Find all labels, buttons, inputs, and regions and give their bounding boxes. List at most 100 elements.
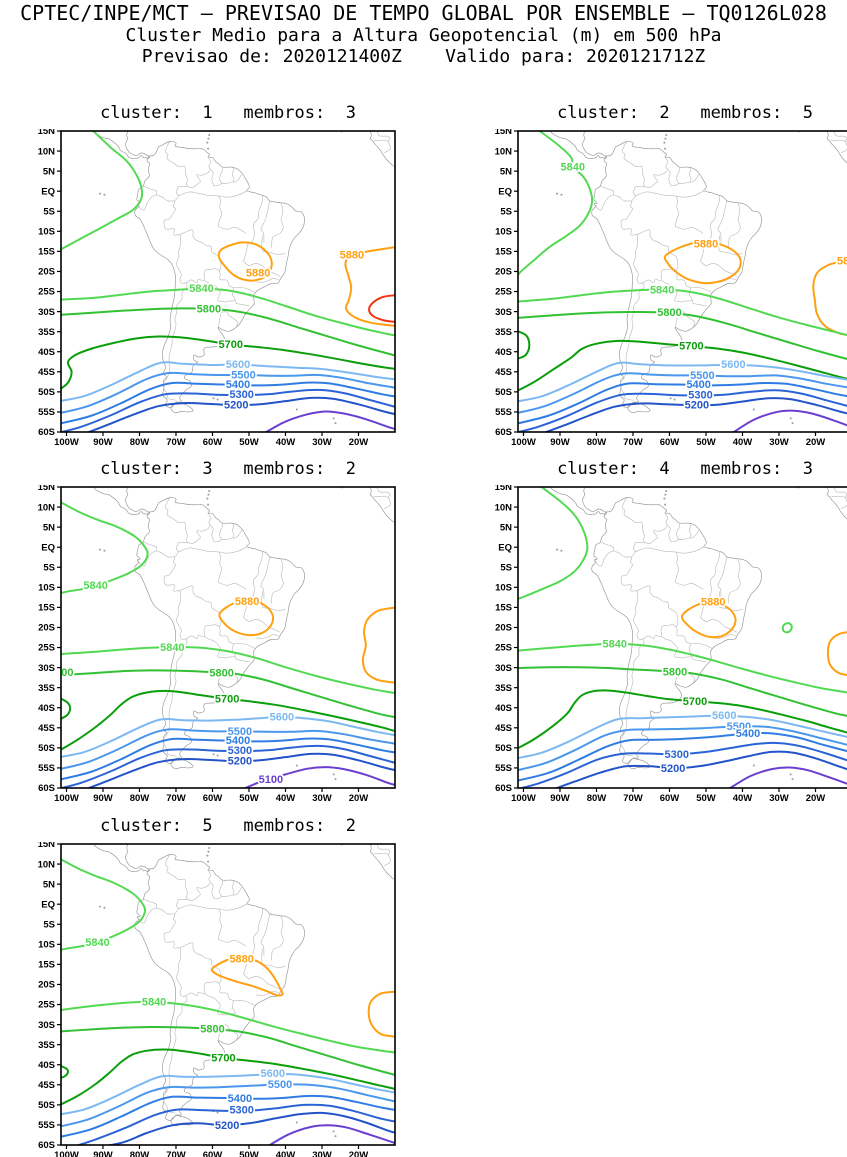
contour-5200 <box>105 1111 395 1145</box>
country-border <box>636 585 679 627</box>
contour-5600 <box>518 361 847 403</box>
lat-tick-label: 25S <box>38 287 55 298</box>
lat-tick-label: 15S <box>495 247 512 258</box>
contour-label: 5840 <box>189 283 213 295</box>
panel-title: cluster: 2 membros: 5 <box>557 103 813 123</box>
contour-5700 <box>61 335 395 390</box>
coastline <box>134 853 305 1121</box>
contour-label: 5700 <box>683 696 707 708</box>
lon-tick-label: 40W <box>733 437 753 445</box>
contour-5500 <box>61 1083 395 1128</box>
contour-5600 <box>518 714 847 760</box>
country-border <box>374 853 391 866</box>
lon-tick-label: 80W <box>130 793 150 801</box>
lon-tick-label: 40W <box>733 793 753 801</box>
country-border <box>260 913 271 957</box>
country-border <box>174 186 188 202</box>
contour-label: 5300 <box>229 1105 253 1117</box>
lon-tick-label: 30W <box>312 1150 332 1157</box>
contour-label: 5200 <box>661 763 685 775</box>
country-border <box>599 185 634 209</box>
island <box>212 397 215 400</box>
island <box>556 192 559 195</box>
island <box>207 493 210 496</box>
island <box>206 854 209 857</box>
contour-label: 5800 <box>209 668 233 680</box>
lat-tick-label: 40S <box>38 1060 55 1071</box>
contour-5800 <box>61 669 395 719</box>
lat-tick-label: 10S <box>38 940 55 951</box>
contour-label: 5880 <box>246 268 270 280</box>
contour-5100 <box>264 410 395 432</box>
country-border <box>690 643 712 649</box>
country-border <box>176 264 220 284</box>
contour-label: 5600 <box>721 359 745 371</box>
panel-title: cluster: 4 membros: 3 <box>557 459 813 479</box>
lat-tick-label: 45S <box>495 723 512 734</box>
contour-label: 5840 <box>602 638 626 650</box>
island <box>103 549 106 552</box>
country-border <box>633 264 677 284</box>
country-border <box>691 655 707 663</box>
contour-5500 <box>518 725 847 772</box>
country-border <box>676 167 680 184</box>
lat-tick-label: EQ <box>498 186 512 197</box>
island <box>791 422 794 425</box>
country-border <box>675 551 679 583</box>
island <box>752 408 755 411</box>
country-border <box>243 908 264 975</box>
country-border <box>619 638 645 757</box>
contour-5200 <box>554 750 847 788</box>
country-border <box>162 638 188 757</box>
island <box>207 503 210 506</box>
contour-5100 <box>267 1124 395 1145</box>
contour-5840 <box>61 287 395 337</box>
contour-5840 <box>61 1000 395 1054</box>
map-plot: 5840588058858405800570056005500540053005… <box>495 129 847 445</box>
lat-tick-label: 10N <box>495 502 513 513</box>
island <box>663 497 666 500</box>
lat-tick-label: 15N <box>38 842 56 850</box>
island <box>789 773 792 776</box>
country-border <box>218 939 247 947</box>
contour-5840 <box>518 131 594 277</box>
contour-label: 5400 <box>736 728 760 740</box>
island <box>99 548 102 551</box>
coastline <box>550 131 608 160</box>
contour-label: 5400 <box>228 1093 252 1105</box>
contour-label: 5840 <box>85 937 109 949</box>
lat-tick-label: 30S <box>495 663 512 674</box>
island <box>665 134 668 137</box>
lon-tick-label: 40W <box>276 437 296 445</box>
contour-5400 <box>61 1094 395 1138</box>
lon-tick-label: 70W <box>166 1150 186 1157</box>
contour-label: 5500 <box>231 370 255 382</box>
country-border <box>187 170 211 188</box>
country-border <box>179 229 222 271</box>
contour-label: 5300 <box>665 749 689 761</box>
contour-5840 <box>61 858 147 951</box>
country-border <box>675 195 679 227</box>
lat-tick-label: 50S <box>38 743 55 754</box>
lon-tick-label: 80W <box>587 793 607 801</box>
country-border <box>833 487 847 498</box>
contour-label: 5880 <box>694 239 718 251</box>
country-border <box>243 195 264 262</box>
country-border <box>271 915 284 961</box>
lat-tick-label: 15S <box>38 247 55 258</box>
cluster-panel-4: cluster: 4 membros: 3 5880 5840 5800 5700 56… <box>487 459 847 801</box>
country-border <box>833 131 847 142</box>
contour-5700 <box>61 1048 395 1106</box>
country-border <box>271 558 284 604</box>
island <box>208 490 211 493</box>
country-border <box>689 167 692 183</box>
lat-tick-label: 10S <box>38 227 55 238</box>
country-border <box>219 167 223 184</box>
contour-label: 5200 <box>215 1120 239 1132</box>
contour-5100 <box>732 409 847 432</box>
cluster-panel-5: cluster: 5 membros: 2 5840 5880 5840 5800 57… <box>30 816 425 1157</box>
lat-tick-label: 5N <box>43 166 55 177</box>
contour-5400 <box>518 732 847 782</box>
